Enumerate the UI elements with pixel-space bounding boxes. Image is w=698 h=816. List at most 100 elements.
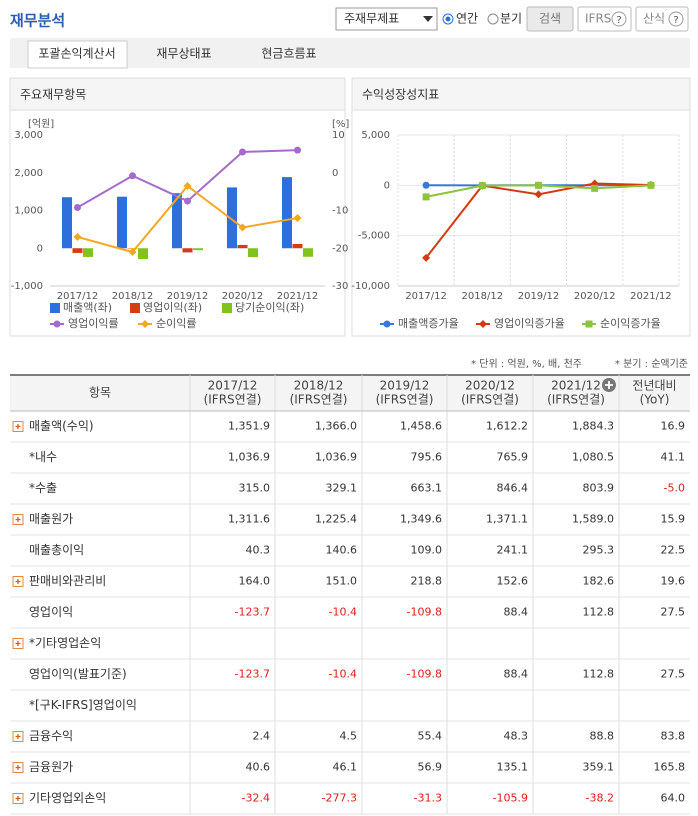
cell: 140.6	[326, 544, 358, 557]
cell: 1,311.6	[228, 513, 270, 526]
radio-label[interactable]: 분기	[500, 12, 522, 26]
row-label[interactable]: 판매비와관리비	[29, 574, 106, 588]
expand-plus	[15, 641, 21, 646]
marker	[294, 146, 301, 154]
marker	[129, 172, 136, 180]
cell: 88.4	[504, 606, 529, 619]
cell: 19.6	[661, 575, 686, 588]
row-label[interactable]: 매출원가	[29, 512, 73, 526]
expand-plus	[15, 734, 21, 739]
expand-plus	[15, 424, 21, 429]
y2-tick-label: 10	[332, 130, 345, 141]
bar	[237, 244, 248, 249]
cell: 1,036.9	[228, 451, 270, 464]
cell: 151.0	[326, 575, 358, 588]
x-tick-label: 2021/12	[277, 291, 319, 302]
row-label[interactable]: *기타영업손익	[29, 636, 101, 650]
legend-label: 영업이익률	[68, 317, 119, 330]
cell: 218.8	[411, 575, 443, 588]
help-icon[interactable]	[668, 11, 684, 27]
button-text[interactable]: IFRS	[585, 12, 611, 26]
y-axis-label: [억원]	[28, 118, 54, 130]
marker	[422, 181, 430, 189]
radio-label[interactable]: 연간	[456, 12, 478, 26]
legend-label: 영업이익증가율	[494, 317, 565, 330]
cell: -5.0	[664, 482, 685, 495]
marker	[238, 223, 247, 232]
cell: 88.8	[590, 730, 615, 743]
select[interactable]: 주재무제표	[335, 7, 438, 31]
legend-label: 당기순이익(좌)	[235, 301, 304, 314]
row-label: 매출총이익	[29, 543, 84, 557]
column-header: 2017/12	[208, 379, 258, 393]
button[interactable]	[635, 6, 689, 32]
tab[interactable]: 재무상태표	[156, 47, 211, 61]
bar	[72, 248, 83, 253]
cell: 48.3	[504, 730, 529, 743]
y-tick-label: -5,000	[358, 231, 390, 242]
button-text[interactable]: 검색	[539, 12, 561, 26]
cell: 112.8	[583, 606, 615, 619]
cell: -105.9	[493, 792, 528, 805]
legend-swatch	[50, 303, 60, 313]
tab[interactable]: 포괄손익계산서	[38, 47, 115, 61]
bar	[182, 248, 193, 253]
column-header: (IFRS연결)	[204, 393, 262, 407]
y-tick-label: 5,000	[361, 130, 390, 141]
button[interactable]	[577, 6, 632, 32]
row-label[interactable]: 금융원가	[29, 760, 73, 774]
marker	[128, 248, 137, 257]
cell: 41.1	[661, 451, 686, 464]
marker	[478, 182, 486, 190]
tab-active[interactable]	[27, 40, 128, 69]
legend-label: 순이익률	[156, 317, 196, 330]
y2-axis-label: [%]	[332, 119, 349, 130]
select-text[interactable]: 주재무제표	[344, 12, 399, 26]
cell: -32.4	[242, 792, 270, 805]
cell: 46.1	[333, 761, 358, 774]
bar	[62, 197, 72, 249]
button[interactable]	[526, 6, 574, 32]
y2-tick-label: -10	[332, 206, 348, 217]
cell: 329.1	[326, 482, 358, 495]
radio[interactable]	[487, 13, 499, 25]
marker	[73, 232, 82, 241]
column-header: 2018/12	[294, 379, 344, 393]
row-label[interactable]: 금융수익	[29, 729, 73, 743]
row-label[interactable]: 기타영업외손익	[29, 791, 106, 805]
column-header: 2019/12	[380, 379, 430, 393]
cell: 663.1	[411, 482, 443, 495]
marker	[647, 181, 655, 189]
help-icon[interactable]	[611, 11, 627, 27]
y-tick-label: 0	[384, 180, 390, 191]
cell: 846.4	[497, 482, 529, 495]
y-tick-label: 1,000	[14, 206, 43, 217]
x-tick-label: 2017/12	[405, 291, 447, 302]
bar	[292, 243, 303, 249]
legend-marker	[479, 320, 487, 328]
column-header: 항목	[89, 386, 111, 400]
cell: -31.3	[414, 792, 442, 805]
column-header: (YoY)	[640, 393, 670, 407]
tab[interactable]: 현금흐름표	[261, 47, 316, 61]
button-text[interactable]: 산식	[643, 12, 665, 26]
marker	[535, 181, 542, 189]
cell: 1,458.6	[400, 420, 442, 433]
row-label[interactable]: 매출액(수익)	[29, 419, 94, 433]
cell: 164.0	[239, 575, 271, 588]
row-label: 영업이익	[29, 605, 73, 619]
bar	[138, 248, 148, 260]
row-label: 영업이익(발표기준)	[29, 667, 127, 681]
column-header: (IFRS연결)	[290, 393, 348, 407]
cell: 109.0	[411, 544, 443, 557]
y-tick-label: 2,000	[14, 168, 43, 179]
legend-swatch	[222, 303, 232, 313]
cell: -109.8	[407, 668, 442, 681]
cell: 1,589.0	[572, 513, 614, 526]
cell: 1,080.5	[572, 451, 614, 464]
x-tick-label: 2020/12	[222, 291, 264, 302]
cell: 64.0	[661, 792, 686, 805]
cell: 15.9	[661, 513, 686, 526]
select-box[interactable]	[335, 7, 438, 31]
